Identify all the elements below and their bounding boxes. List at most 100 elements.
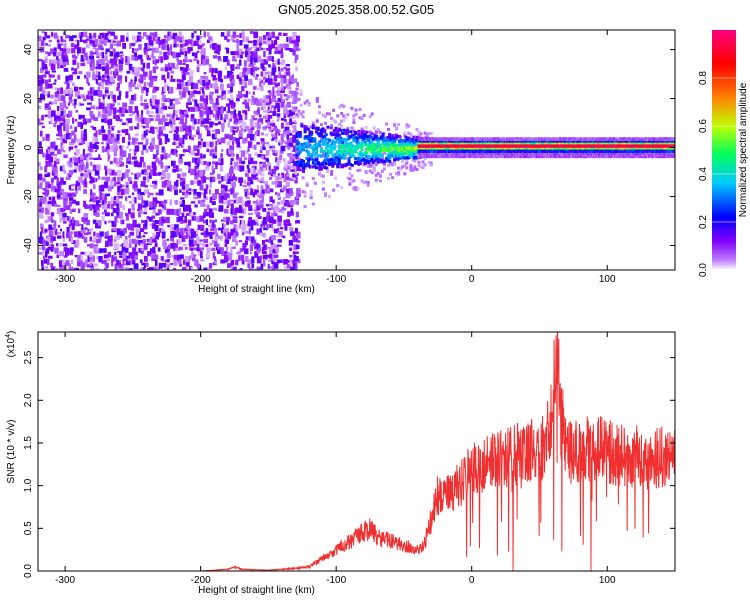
heatmap-cell <box>196 228 199 235</box>
heatmap-cell <box>232 266 237 270</box>
heatmap-cell <box>454 137 457 140</box>
heatmap-cell <box>236 54 242 59</box>
heatmap-cell <box>149 207 154 210</box>
heatmap-cell <box>439 152 442 155</box>
heatmap-cell <box>193 212 196 216</box>
heatmap-cell <box>214 258 217 265</box>
heatmap-cell <box>250 101 256 106</box>
heatmap-cell <box>179 154 183 159</box>
heatmap-cell <box>426 156 428 159</box>
heatmap-cell <box>262 217 268 224</box>
heatmap-cell <box>283 259 288 265</box>
heatmap-cell <box>422 152 425 155</box>
heatmap-cell <box>358 153 362 156</box>
heatmap-cell <box>263 244 267 251</box>
heatmap-cell <box>53 223 57 231</box>
heatmap-cell <box>281 139 285 143</box>
heatmap-cell <box>295 227 298 234</box>
heatmap-cell <box>238 177 244 183</box>
heatmap-cell <box>404 135 408 139</box>
heatmap-cell <box>428 147 431 150</box>
heatmap-cell <box>205 79 211 86</box>
heatmap-cell <box>243 99 248 104</box>
heatmap-cell <box>243 180 247 185</box>
heatmap-cell <box>183 259 186 265</box>
heatmap-cell <box>279 150 284 155</box>
heatmap-cell <box>48 156 54 163</box>
heatmap-cell <box>273 213 278 217</box>
heatmap-cell <box>224 35 228 40</box>
heatmap-cell <box>443 142 446 145</box>
heatmap-cell <box>175 35 180 42</box>
heatmap-cell <box>131 54 136 61</box>
heatmap-cell <box>145 138 149 145</box>
heatmap-cell <box>70 183 75 187</box>
heatmap-cell <box>254 268 259 270</box>
heatmap-cell <box>205 106 210 114</box>
heatmap-cell <box>243 60 248 66</box>
heatmap-cell <box>262 154 266 160</box>
heatmap-cell <box>196 263 201 269</box>
heatmap-cell <box>260 71 265 77</box>
heatmap-cell <box>276 271 280 274</box>
heatmap-cell <box>417 139 420 141</box>
heatmap-cell <box>164 40 169 44</box>
heatmap-cell <box>107 31 111 35</box>
heatmap-cell <box>483 149 486 152</box>
heatmap-cell <box>460 140 463 143</box>
heatmap-cell <box>152 232 155 239</box>
heatmap-cell <box>105 79 109 86</box>
heatmap-cell <box>407 147 411 150</box>
heatmap-cell <box>242 67 248 74</box>
heatmap-cell <box>87 102 92 105</box>
heatmap-cell <box>209 263 213 269</box>
heatmap-cell <box>370 136 374 140</box>
heatmap-cell <box>147 176 150 183</box>
heatmap-cell <box>74 68 78 75</box>
heatmap-cell <box>356 169 360 172</box>
heatmap-cell <box>362 181 366 185</box>
heatmap-cell <box>142 32 147 37</box>
heatmap-cell <box>151 137 156 144</box>
heatmap-cell <box>95 130 98 137</box>
heatmap-cell <box>71 67 74 71</box>
heatmap-cell <box>472 152 475 155</box>
heatmap-cell <box>223 56 229 63</box>
heatmap-cell <box>421 152 424 155</box>
heatmap-cell <box>242 79 247 86</box>
heatmap-cell <box>253 39 258 46</box>
heatmap-cell <box>289 75 294 83</box>
heatmap-cell <box>190 106 195 112</box>
heatmap-cell <box>485 139 488 141</box>
heatmap-cell <box>328 145 331 149</box>
heatmap-cell <box>267 162 270 166</box>
heatmap-cell <box>443 154 446 157</box>
heatmap-cell <box>432 145 435 148</box>
heatmap-cell <box>212 55 218 59</box>
heatmap-cell <box>354 131 358 135</box>
heatmap-cell <box>245 196 251 199</box>
heatmap-cell <box>435 142 438 145</box>
heatmap-cell <box>166 113 172 118</box>
heatmap-cell <box>472 154 475 157</box>
heatmap-cell <box>249 180 254 185</box>
heatmap-cell <box>88 251 93 257</box>
heatmap-cell <box>232 153 235 157</box>
heatmap-cell <box>476 142 478 145</box>
heatmap-cell <box>434 156 437 159</box>
heatmap-cell <box>121 219 125 225</box>
heatmap-cell <box>101 82 105 89</box>
heatmap-cell <box>164 246 170 254</box>
heatmap-cell <box>254 122 259 128</box>
heatmap-cell <box>485 149 488 152</box>
heatmap-cell <box>311 177 315 180</box>
heatmap-cell <box>305 99 309 103</box>
heatmap-cell <box>251 115 255 119</box>
heatmap-cell <box>125 236 128 240</box>
heatmap-cell <box>358 168 362 172</box>
heatmap-cell <box>146 110 150 115</box>
heatmap-cell <box>364 125 368 129</box>
heatmap-cell <box>139 156 144 163</box>
heatmap-cell <box>311 202 315 206</box>
heatmap-cell <box>432 152 435 155</box>
